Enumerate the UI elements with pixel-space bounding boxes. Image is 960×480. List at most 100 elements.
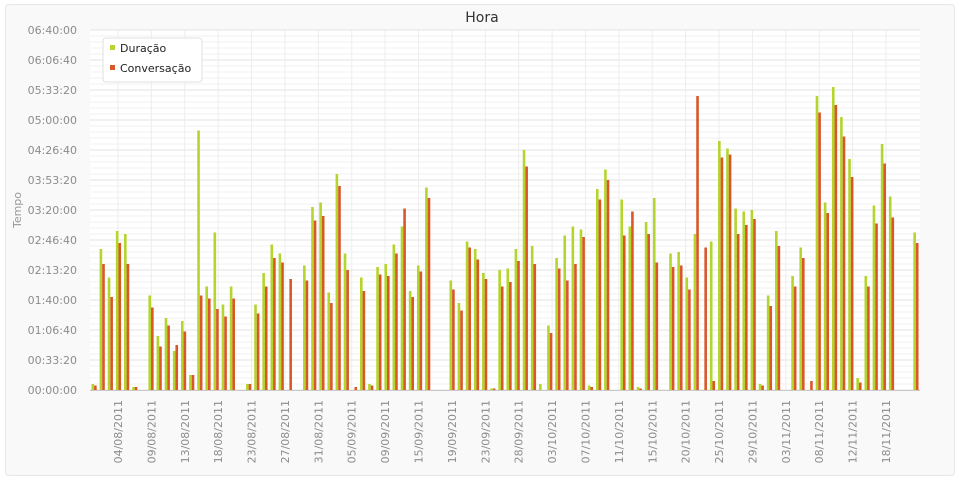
- bar-conversacao: [256, 313, 260, 390]
- bar-duracao: [677, 252, 680, 390]
- bar-duracao: [693, 234, 697, 390]
- bar-conversacao: [159, 346, 162, 390]
- bar-duracao: [799, 247, 803, 390]
- bar-duracao: [270, 244, 274, 390]
- bar-conversacao: [850, 177, 854, 390]
- bar-conversacao: [802, 258, 805, 390]
- bar-duracao: [750, 210, 754, 390]
- bar-duracao: [229, 286, 233, 390]
- x-tick-label: 28/09/2011: [513, 400, 526, 463]
- bar-conversacao: [492, 388, 496, 390]
- bar-conversacao: [346, 270, 349, 390]
- bar-duracao: [392, 244, 396, 390]
- bar-duracao: [278, 253, 282, 390]
- bar-conversacao: [777, 246, 781, 390]
- x-tick-label: 23/09/2011: [479, 400, 492, 463]
- x-tick-label: 11/10/2011: [613, 400, 626, 463]
- bar-duracao: [498, 270, 501, 390]
- bar-conversacao: [102, 264, 105, 390]
- bar-conversacao: [606, 180, 610, 390]
- bar-duracao: [766, 295, 770, 390]
- x-tick-label: 05/09/2011: [346, 400, 359, 463]
- bar-conversacao: [728, 154, 732, 390]
- bar-duracao: [530, 246, 534, 390]
- bar-duracao: [522, 150, 526, 390]
- grid-lines: [90, 29, 920, 391]
- bar-conversacao: [305, 280, 309, 390]
- chart-title: Hora: [465, 10, 498, 26]
- bar-conversacao: [216, 309, 219, 390]
- bar-conversacao: [419, 271, 423, 390]
- y-tick-label: 06:06:40: [28, 54, 77, 67]
- bar-duracao: [758, 384, 762, 390]
- bar-conversacao: [639, 388, 642, 390]
- y-tick-label: 01:40:00: [28, 294, 77, 307]
- bar-duracao: [718, 141, 721, 390]
- y-tick-label: 05:33:20: [28, 84, 77, 97]
- y-tick-label: 00:00:00: [28, 384, 77, 397]
- bar-duracao: [124, 234, 127, 390]
- bar-duracao: [571, 226, 575, 390]
- bar-conversacao: [362, 291, 366, 390]
- bar-duracao: [547, 325, 550, 390]
- bar-conversacao: [427, 198, 431, 390]
- bar-duracao: [465, 241, 469, 390]
- y-axis: 00:00:00 00:33:20 01:06:40 01:40:00 02:13:20…: [28, 24, 77, 397]
- x-tick-label: 12/11/2011: [847, 400, 860, 463]
- x-tick-label: 20/10/2011: [680, 400, 693, 463]
- legend-swatch-duracao: [110, 45, 115, 50]
- bar-duracao: [303, 265, 306, 390]
- x-tick-label: 25/10/2011: [713, 400, 726, 463]
- bar-duracao: [482, 273, 485, 390]
- bar-conversacao: [525, 166, 528, 390]
- legend-label-duracao: Duração: [120, 42, 166, 55]
- bar-conversacao: [720, 157, 724, 390]
- bar-duracao: [197, 130, 200, 390]
- bar-conversacao: [199, 295, 203, 390]
- bar-conversacao: [574, 264, 577, 390]
- bar-duracao: [604, 169, 607, 390]
- bar-conversacao: [110, 297, 113, 390]
- x-tick-label: 09/08/2011: [145, 400, 158, 463]
- bar-duracao: [343, 253, 347, 390]
- bar-conversacao: [517, 261, 520, 390]
- bar-conversacao: [915, 243, 919, 390]
- bar-duracao: [742, 211, 746, 390]
- x-tick-label: 29/10/2011: [746, 400, 759, 463]
- bar-duracao: [180, 321, 184, 390]
- bar-conversacao: [289, 279, 292, 390]
- bar-duracao: [262, 273, 265, 390]
- bar-duracao: [99, 249, 103, 390]
- bar-conversacao: [476, 259, 480, 390]
- bar-duracao: [856, 378, 859, 390]
- bar-duracao: [595, 189, 599, 390]
- bar-conversacao: [191, 375, 195, 390]
- bar-conversacao: [598, 199, 602, 390]
- bar-duracao: [189, 375, 192, 390]
- bar-duracao: [774, 231, 778, 390]
- bar-duracao: [107, 277, 111, 390]
- x-tick-label: 13/08/2011: [179, 400, 192, 463]
- y-tick-label: 03:53:20: [28, 174, 77, 187]
- bar-duracao: [709, 241, 713, 390]
- bar-duracao: [91, 384, 95, 390]
- bar-duracao: [368, 384, 371, 390]
- bar-duracao: [831, 87, 835, 390]
- bar-duracao: [579, 229, 583, 390]
- x-tick-label: 18/11/2011: [880, 400, 893, 463]
- bar-conversacao: [712, 381, 716, 390]
- bar-conversacao: [354, 387, 358, 390]
- x-tick-label: 23/08/2011: [246, 400, 259, 463]
- x-tick-label: 19/09/2011: [446, 400, 459, 463]
- bar-conversacao: [671, 267, 675, 390]
- bar-conversacao: [631, 211, 634, 390]
- bar-conversacao: [248, 384, 252, 390]
- bar-duracao: [539, 384, 542, 390]
- bar-duracao: [384, 264, 388, 390]
- bar-duracao: [636, 387, 640, 390]
- bar-conversacao: [273, 258, 276, 390]
- bar-duracao: [514, 249, 518, 390]
- bar-duracao: [848, 159, 851, 390]
- bar-conversacao: [387, 276, 390, 390]
